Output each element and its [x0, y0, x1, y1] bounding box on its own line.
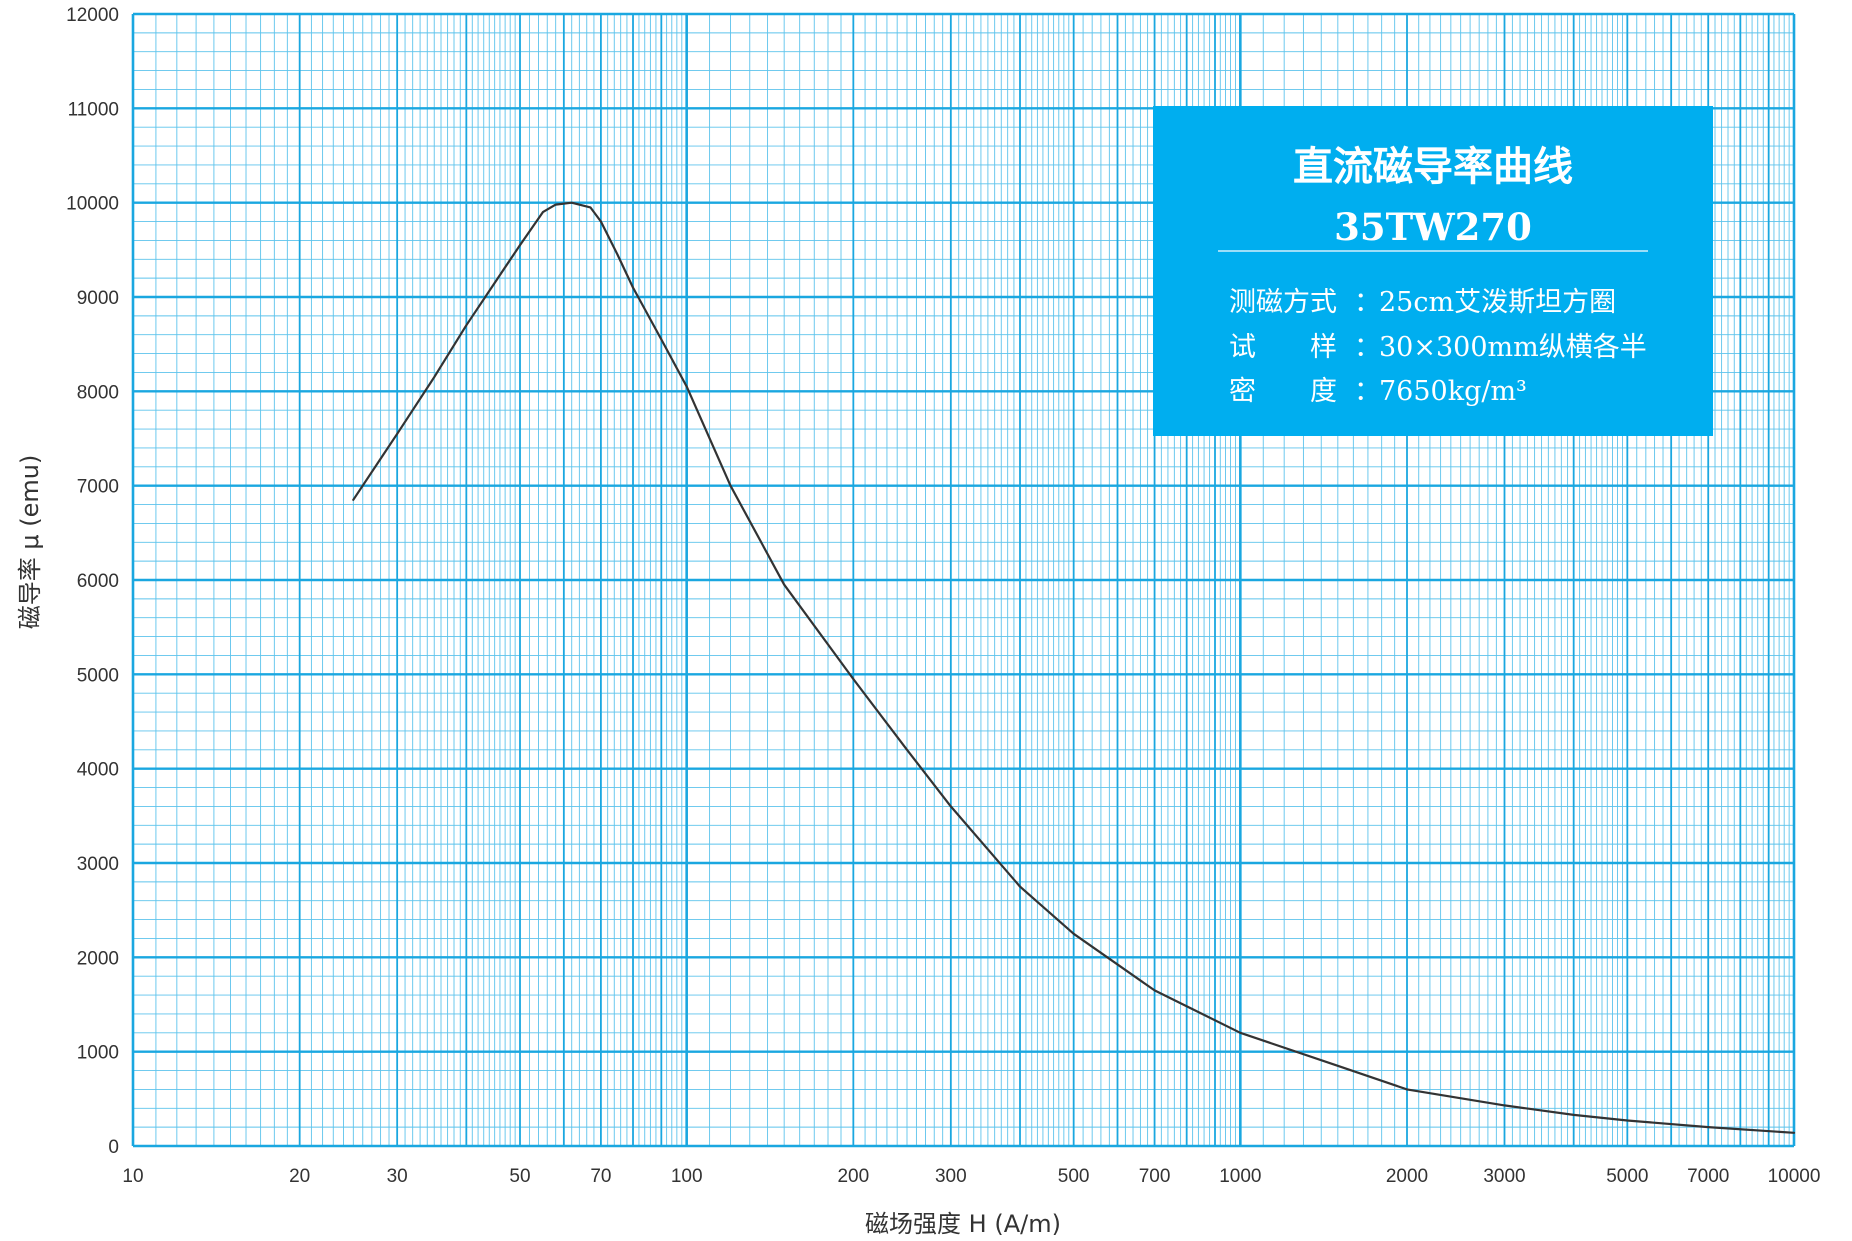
y-tick-label: 11000: [68, 99, 119, 120]
x-axis-title: 磁场强度 H (A/m): [865, 1210, 1061, 1238]
info-panel-background: [1153, 106, 1713, 436]
x-tick-label: 10000: [1768, 1166, 1821, 1187]
y-tick-label: 12000: [66, 5, 119, 26]
y-tick-label: 3000: [77, 854, 119, 875]
info-line-3-value: 7650kg/m³: [1379, 376, 1527, 407]
y-tick-label: 2000: [77, 948, 119, 969]
major-grid: [131, 12, 1796, 1148]
x-tick-labels: 10 20 30 50 70 100 200 300 500 700 1000 2000 3000 500…: [122, 1166, 1820, 1187]
info-line-2-label: 试 样: [1229, 332, 1337, 363]
x-tick-label: 10: [122, 1166, 143, 1187]
y-tick-labels: 0 1000 2000 3000 4000 5000 6000 7000 8000 9000 100…: [66, 5, 119, 1158]
x-tick-label: 100: [671, 1166, 703, 1187]
info-grade: 35TW270: [1334, 205, 1532, 249]
info-line-1-label: 测磁方式: [1229, 287, 1337, 318]
info-line-3-colon: ：: [1354, 376, 1381, 407]
x-tick-label: 7000: [1687, 1166, 1729, 1187]
y-tick-label: 9000: [77, 288, 119, 309]
y-tick-label: 1000: [77, 1043, 119, 1064]
y-tick-label: 6000: [77, 571, 119, 592]
y-tick-label: 4000: [77, 760, 119, 781]
y-tick-label: 8000: [77, 382, 119, 403]
info-line-1-value: 25cm艾泼斯坦方圈: [1379, 287, 1616, 318]
x-tick-label: 300: [935, 1166, 967, 1187]
info-line-1-colon: ：: [1354, 287, 1381, 318]
info-line-2-value: 30×300mm纵横各半: [1379, 332, 1647, 363]
series-line: [352, 201, 1796, 1134]
info-line-3-label: 密 度: [1229, 376, 1337, 407]
x-tick-label: 1000: [1219, 1166, 1261, 1187]
y-tick-label: 10000: [66, 194, 119, 215]
y-tick-label: 7000: [77, 477, 119, 498]
info-line-2-colon: ：: [1354, 332, 1381, 363]
y-tick-label: 5000: [77, 665, 119, 686]
info-panel: 直流磁导率曲线 35TW270 测磁方式 ： 25cm艾泼斯坦方圈 试 样 ： …: [1153, 106, 1713, 436]
x-tick-label: 20: [289, 1166, 310, 1187]
x-tick-label: 50: [509, 1166, 530, 1187]
x-tick-label: 70: [590, 1166, 611, 1187]
y-axis-title: 磁导率 μ (emu): [16, 455, 44, 630]
x-tick-label: 500: [1058, 1166, 1090, 1187]
x-tick-label: 2000: [1386, 1166, 1428, 1187]
info-title: 直流磁导率曲线: [1293, 143, 1573, 190]
x-tick-label: 700: [1139, 1166, 1171, 1187]
x-tick-label: 30: [387, 1166, 408, 1187]
x-tick-label: 200: [837, 1166, 869, 1187]
x-tick-label: 3000: [1483, 1166, 1525, 1187]
x-tick-label: 5000: [1606, 1166, 1648, 1187]
series-layer: [352, 201, 1796, 1134]
y-tick-label: 0: [108, 1137, 119, 1158]
